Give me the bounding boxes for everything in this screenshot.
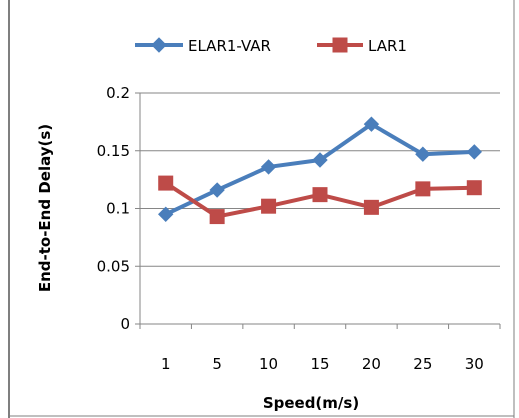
- data-point-lar1: [466, 180, 482, 196]
- x-tick-label: 1: [161, 355, 171, 373]
- legend-item-lar1: LAR1: [317, 37, 407, 55]
- data-point-lar1: [209, 209, 225, 225]
- legend-marker: [332, 37, 348, 53]
- x-tick-label: 5: [212, 355, 222, 373]
- legend-label: ELAR1-VAR: [188, 37, 271, 55]
- data-point-lar1: [363, 199, 379, 215]
- x-axis-title: Speed(m/s): [263, 394, 359, 412]
- legend-marker: [151, 37, 167, 53]
- x-tick-label: 30: [465, 355, 484, 373]
- y-tick-label: 0.1: [106, 200, 130, 218]
- y-tick-label: 0.2: [106, 84, 130, 102]
- y-axis-title: End-to-End Delay(s): [36, 124, 54, 292]
- x-tick-label: 20: [362, 355, 381, 373]
- data-point-elar1-var: [415, 146, 431, 162]
- x-tick-label: 15: [310, 355, 329, 373]
- data-point-elar1-var: [466, 144, 482, 160]
- y-tick-label: 0: [120, 315, 130, 333]
- grid-layer: [140, 92, 500, 267]
- series-layer: [158, 116, 482, 225]
- data-point-lar1: [415, 181, 431, 197]
- x-tick-label: 25: [413, 355, 432, 373]
- data-point-lar1: [261, 198, 277, 214]
- legend: ELAR1-VAR LAR1: [135, 37, 407, 55]
- x-tick-label: 10: [259, 355, 278, 373]
- data-point-elar1-var: [312, 152, 328, 168]
- legend-label: LAR1: [368, 37, 407, 55]
- data-point-elar1-var: [158, 206, 174, 222]
- legend-item-elar1-var: ELAR1-VAR: [135, 37, 271, 55]
- y-tick-label: 0.15: [97, 142, 130, 160]
- y-tick-label: 0.05: [97, 257, 130, 275]
- data-point-lar1: [312, 187, 328, 203]
- axis-layer: 00.050.10.150.21 5 10 15 20 25 30: [97, 84, 501, 373]
- data-point-elar1-var: [363, 116, 380, 132]
- data-point-lar1: [158, 175, 174, 191]
- data-point-elar1-var: [260, 159, 277, 175]
- data-point-elar1-var: [209, 182, 225, 198]
